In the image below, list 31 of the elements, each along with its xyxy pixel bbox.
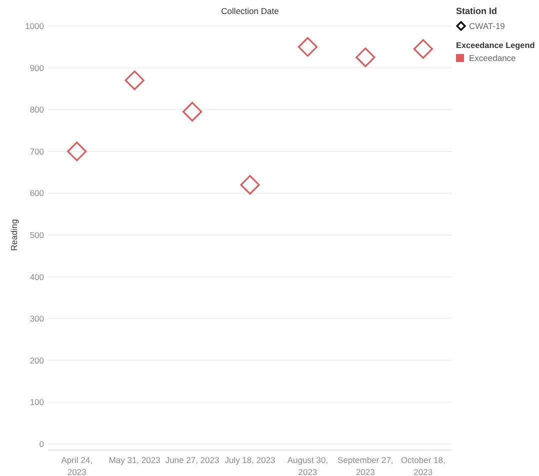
x-tick-label: June 27, 2023 [165,455,220,465]
y-tick-label: 300 [30,314,44,324]
text: CWAT-19 [469,20,506,31]
y-tick-label: 200 [30,355,44,366]
x-tick-label: September 27, 2023 [338,455,394,476]
y-tick-label: 400 [30,272,44,282]
x-tick-label: October 18, 2023 [400,455,446,476]
legend-title: Station Id [456,6,497,16]
point [356,48,376,68]
point [124,70,144,90]
text: Exceedance Legend [456,41,535,50]
y-tick-label: 800 [30,104,44,115]
x-axis-title: Collection Date [221,6,280,16]
x-tick-label: May 31, 2023 [108,455,161,465]
point [182,102,202,122]
x-tick-label: August 30, 2023 [287,455,328,476]
x-tick-label: April 24, 2023 [61,455,92,476]
point [413,39,433,59]
y-tick-label: 500 [30,230,44,240]
y-tick-label: 900 [30,62,44,73]
y-tick-label: 0 [39,438,44,449]
point [240,175,260,195]
point [298,37,318,57]
point [67,142,87,162]
y-tick-label: 600 [30,188,44,198]
y-tick-label: 100 [30,397,44,408]
y-axis-title: Reading [9,218,19,251]
y-tick-label: 700 [30,146,44,156]
text: Exceedance [469,52,516,63]
x-tick-label: July 18, 2023 [224,455,276,465]
y-tick-label: 1000 [25,20,44,31]
